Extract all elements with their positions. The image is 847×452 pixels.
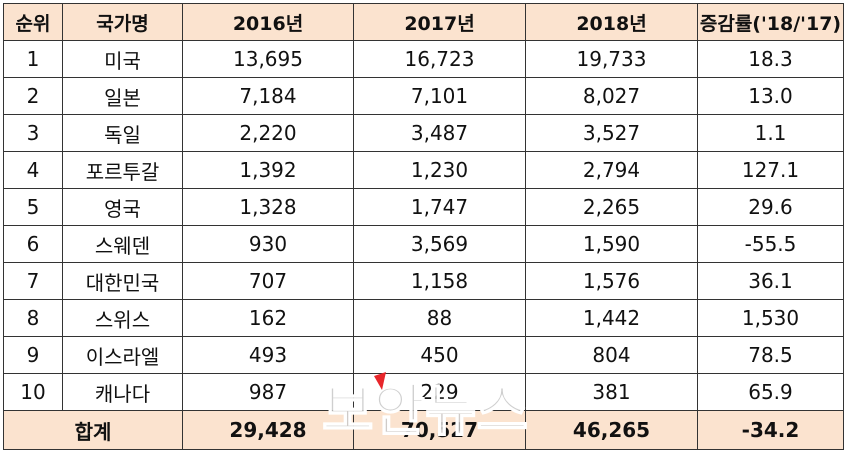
value-2017-cell: 3,569 <box>353 225 526 263</box>
rank-cell: 4 <box>3 151 63 189</box>
value-2016-cell: 7,184 <box>182 77 354 115</box>
change-rate-cell: 29.6 <box>697 188 844 226</box>
change-rate-cell: 36.1 <box>697 262 844 300</box>
total-2018: 46,265 <box>525 410 698 450</box>
rank-cell: 3 <box>3 114 63 152</box>
value-2018-cell: 2,794 <box>525 151 698 189</box>
country-cell: 영국 <box>62 188 183 226</box>
value-2017-cell: 88 <box>353 299 526 337</box>
table-row: 6 스웨덴 930 3,569 1,590 -55.5 <box>3 225 844 263</box>
country-cell: 대한민국 <box>62 262 183 300</box>
rank-cell: 2 <box>3 77 63 115</box>
country-cell: 스웨덴 <box>62 225 183 263</box>
table-body: 1 미국 13,695 16,723 19,733 18.3 2 일본 7,184 7,101 8,… <box>3 40 844 411</box>
header-2017: 2017년 <box>353 3 526 41</box>
value-2018-cell: 1,576 <box>525 262 698 300</box>
value-2017-cell: 3,487 <box>353 114 526 152</box>
table-row: 7 대한민국 707 1,158 1,576 36.1 <box>3 262 844 300</box>
change-rate-cell: 65.9 <box>697 373 844 411</box>
country-cell: 미국 <box>62 40 183 78</box>
value-2018-cell: 3,527 <box>525 114 698 152</box>
header-country: 국가명 <box>62 3 183 41</box>
value-2018-cell: 804 <box>525 336 698 374</box>
country-cell: 독일 <box>62 114 183 152</box>
change-rate-cell: -55.5 <box>697 225 844 263</box>
total-change-rate: -34.2 <box>697 410 844 450</box>
value-2016-cell: 493 <box>182 336 354 374</box>
value-2016-cell: 2,220 <box>182 114 354 152</box>
rank-cell: 8 <box>3 299 63 337</box>
rank-cell: 1 <box>3 40 63 78</box>
table-row: 3 독일 2,220 3,487 3,527 1.1 <box>3 114 844 152</box>
value-2017-cell: 450 <box>353 336 526 374</box>
value-2016-cell: 1,392 <box>182 151 354 189</box>
change-rate-cell: 1.1 <box>697 114 844 152</box>
value-2016-cell: 930 <box>182 225 354 263</box>
change-rate-cell: 18.3 <box>697 40 844 78</box>
value-2016-cell: 987 <box>182 373 354 411</box>
value-2018-cell: 1,590 <box>525 225 698 263</box>
header-rank: 순위 <box>3 3 63 41</box>
total-2016: 29,428 <box>182 410 354 450</box>
header-change-rate: 증감률('18/'17) <box>697 3 844 41</box>
value-2017-cell: 229 <box>353 373 526 411</box>
value-2018-cell: 381 <box>525 373 698 411</box>
table-row: 10 캐나다 987 229 381 65.9 <box>3 373 844 411</box>
country-cell: 이스라엘 <box>62 336 183 374</box>
total-2017: 70,527 <box>353 410 526 450</box>
rank-cell: 7 <box>3 262 63 300</box>
header-2016: 2016년 <box>182 3 354 41</box>
value-2018-cell: 2,265 <box>525 188 698 226</box>
table-row: 4 포르투갈 1,392 1,230 2,794 127.1 <box>3 151 844 189</box>
value-2017-cell: 7,101 <box>353 77 526 115</box>
table-header-row: 순위 국가명 2016년 2017년 2018년 증감률('18/'17) <box>3 3 844 41</box>
rank-cell: 6 <box>3 225 63 263</box>
table-row: 5 영국 1,328 1,747 2,265 29.6 <box>3 188 844 226</box>
country-cell: 캐나다 <box>62 373 183 411</box>
country-cell: 포르투갈 <box>62 151 183 189</box>
value-2016-cell: 707 <box>182 262 354 300</box>
country-cell: 스위스 <box>62 299 183 337</box>
total-row: 합계 29,428 70,527 46,265 -34.2 <box>3 410 844 450</box>
table-row: 8 스위스 162 88 1,442 1,530 <box>3 299 844 337</box>
change-rate-cell: 1,530 <box>697 299 844 337</box>
value-2018-cell: 8,027 <box>525 77 698 115</box>
change-rate-cell: 127.1 <box>697 151 844 189</box>
total-label: 합계 <box>3 410 183 450</box>
country-cell: 일본 <box>62 77 183 115</box>
table-row: 1 미국 13,695 16,723 19,733 18.3 <box>3 40 844 78</box>
value-2016-cell: 1,328 <box>182 188 354 226</box>
table-row: 9 이스라엘 493 450 804 78.5 <box>3 336 844 374</box>
value-2017-cell: 16,723 <box>353 40 526 78</box>
header-2018: 2018년 <box>525 3 698 41</box>
rank-cell: 5 <box>3 188 63 226</box>
rank-cell: 10 <box>3 373 63 411</box>
table-row: 2 일본 7,184 7,101 8,027 13.0 <box>3 77 844 115</box>
value-2017-cell: 1,230 <box>353 151 526 189</box>
value-2017-cell: 1,747 <box>353 188 526 226</box>
value-2017-cell: 1,158 <box>353 262 526 300</box>
value-2018-cell: 1,442 <box>525 299 698 337</box>
value-2016-cell: 162 <box>182 299 354 337</box>
change-rate-cell: 13.0 <box>697 77 844 115</box>
value-2016-cell: 13,695 <box>182 40 354 78</box>
value-2018-cell: 19,733 <box>525 40 698 78</box>
rank-cell: 9 <box>3 336 63 374</box>
change-rate-cell: 78.5 <box>697 336 844 374</box>
